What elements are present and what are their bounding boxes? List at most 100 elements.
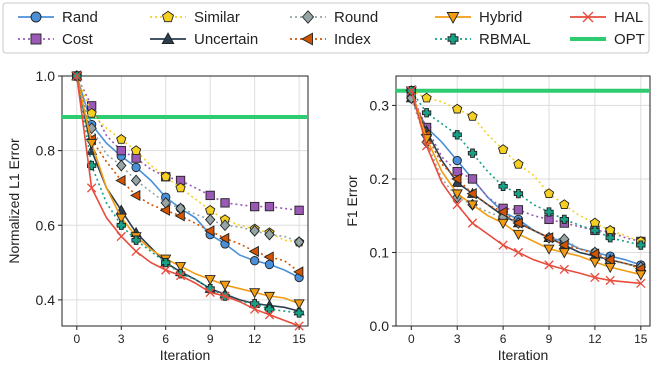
data-point — [467, 148, 478, 158]
data-point — [543, 188, 555, 199]
data-point — [116, 145, 126, 156]
data-point — [249, 224, 260, 237]
legend-item-opt: OPT — [570, 31, 645, 48]
tick-label-y: 0.0 — [370, 318, 390, 334]
data-point — [174, 210, 185, 222]
data-point — [604, 254, 615, 266]
tick-label-x: 15 — [292, 332, 306, 346]
data-point — [86, 107, 97, 118]
series-line — [76, 75, 300, 327]
series-hal — [72, 71, 304, 331]
data-point — [159, 204, 170, 216]
data-point — [513, 158, 524, 169]
legend-marker — [161, 32, 175, 44]
data-point — [544, 207, 554, 217]
legend-item-similar: Similar — [150, 9, 240, 26]
series-line — [410, 97, 641, 268]
tick-label-x: 9 — [207, 332, 214, 346]
data-point — [512, 229, 524, 241]
tick-label-x: 0 — [73, 332, 80, 346]
legend-item-hybrid: Hybrid — [435, 9, 522, 26]
legend-label: Similar — [194, 9, 240, 26]
series-index — [405, 85, 646, 275]
data-point — [263, 291, 276, 303]
chart-right-f1-error: 0 3 6 9 12 15 0.0 0.1 0.2 0.3 Iteration F1 Error — [344, 75, 651, 363]
data-point — [220, 198, 230, 208]
tick-label-y: 0.3 — [370, 97, 390, 113]
series-line — [76, 75, 300, 312]
series-similar — [71, 70, 305, 247]
data-point — [293, 236, 305, 248]
data-point — [219, 232, 230, 244]
data-point — [205, 204, 216, 215]
data-point — [131, 153, 141, 163]
tick-label-x: 9 — [546, 332, 553, 346]
data-point — [513, 247, 524, 258]
data-point — [248, 245, 259, 257]
legend-marker — [582, 11, 594, 23]
series-rbmal — [406, 86, 646, 250]
series-rand — [406, 93, 646, 270]
data-point — [204, 225, 215, 237]
data-point — [543, 244, 555, 255]
legend-box — [2, 2, 650, 54]
data-point — [86, 160, 97, 171]
data-point — [466, 200, 479, 211]
series-line — [410, 90, 641, 246]
series-line — [410, 90, 641, 285]
data-point — [466, 188, 477, 200]
data-point — [451, 189, 463, 200]
data-point — [249, 288, 261, 299]
data-point — [421, 108, 432, 118]
axes-frame — [395, 75, 651, 327]
data-point — [205, 190, 215, 201]
data-point — [421, 141, 432, 151]
legend-label: Round — [334, 9, 378, 26]
data-point — [86, 138, 98, 150]
series-line — [76, 75, 300, 273]
legend-label: Index — [334, 31, 371, 48]
tick-label-x: 12 — [588, 332, 602, 346]
data-point — [249, 304, 260, 314]
legend-marker — [301, 32, 313, 46]
data-point — [250, 201, 260, 212]
data-point — [589, 257, 601, 269]
data-point — [605, 225, 616, 235]
data-point — [513, 188, 524, 199]
legend-label: Cost — [62, 31, 94, 48]
data-point — [635, 270, 647, 281]
data-point — [451, 173, 462, 185]
data-point — [513, 205, 524, 215]
data-point — [497, 144, 509, 154]
legend-item-rbmal: RBMAL — [435, 31, 531, 48]
legend-label: Hybrid — [479, 9, 522, 26]
data-point — [636, 278, 646, 289]
data-point — [205, 287, 215, 298]
data-point — [590, 225, 600, 236]
data-point — [558, 239, 569, 251]
tick-label-y: 0.1 — [370, 244, 390, 260]
data-point — [263, 251, 274, 263]
tick-label-x: 6 — [500, 332, 507, 346]
legend-item-index: Index — [290, 31, 371, 48]
series-line — [76, 75, 300, 212]
data-point — [131, 162, 141, 173]
legend-label: OPT — [614, 31, 645, 48]
series-line — [76, 75, 300, 243]
data-point — [294, 308, 304, 318]
tick-label-x: 6 — [162, 332, 169, 346]
data-point — [161, 257, 171, 268]
data-point — [605, 275, 615, 286]
data-point — [559, 199, 570, 210]
data-point — [264, 310, 275, 320]
data-point — [512, 217, 523, 229]
series-round — [71, 70, 305, 248]
data-point — [131, 235, 141, 245]
series-rand — [72, 71, 304, 283]
tick-label-x: 15 — [634, 332, 648, 346]
data-point — [220, 291, 230, 301]
data-point — [467, 111, 478, 121]
series-line — [410, 94, 641, 243]
data-point — [406, 86, 416, 96]
data-point — [467, 174, 478, 184]
